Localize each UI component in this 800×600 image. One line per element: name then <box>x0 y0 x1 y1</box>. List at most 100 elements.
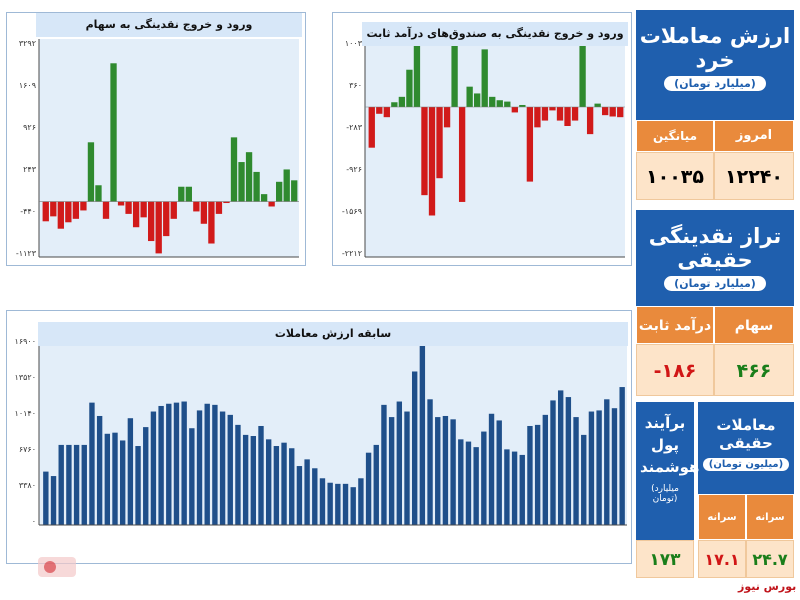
bar <box>253 171 260 202</box>
bar <box>66 444 72 525</box>
bar <box>125 201 132 214</box>
bar <box>451 39 458 108</box>
bar <box>373 444 379 525</box>
bar <box>73 444 80 525</box>
bar <box>496 100 503 108</box>
y-tick-label: ۰ <box>32 517 36 526</box>
smart-money-subtitle: (میلیارد تومان) <box>651 484 679 504</box>
bar <box>163 201 170 237</box>
bar <box>87 142 95 202</box>
bar <box>527 425 533 525</box>
smart-money-value: ۱۷۳ <box>636 540 694 578</box>
bar <box>104 433 111 525</box>
bar <box>42 201 49 222</box>
real-trades-subtitle: (میلیون تومان) <box>702 458 790 471</box>
y-tick-label: -۲۸۳ <box>346 123 362 132</box>
bar <box>404 411 410 525</box>
bar <box>609 107 616 117</box>
bar <box>489 96 496 108</box>
y-tick-label: -۴۴۰ <box>20 207 36 216</box>
bar <box>350 487 356 525</box>
bar <box>391 102 398 108</box>
bar <box>173 402 180 525</box>
bar <box>611 408 618 525</box>
bar <box>381 404 387 525</box>
bar <box>80 201 87 211</box>
bar <box>436 107 443 179</box>
retail-value-title: ارزش معاملات خرد <box>639 24 791 72</box>
bar <box>296 466 303 525</box>
bar <box>488 413 495 525</box>
bar <box>411 371 418 525</box>
bar <box>458 439 464 525</box>
bar <box>72 201 80 219</box>
bar <box>96 415 103 525</box>
bar <box>250 436 257 525</box>
bar <box>208 201 215 244</box>
fixed-income-balance-value: -۱۸۶ <box>636 344 714 396</box>
bar <box>185 186 192 202</box>
bar <box>110 63 117 202</box>
bar <box>365 452 372 525</box>
bar <box>276 181 283 202</box>
bar <box>135 446 141 525</box>
bar <box>148 201 155 242</box>
real-liquidity-subtitle: (میلیارد تومان) <box>664 276 766 291</box>
bar <box>550 400 556 525</box>
bar <box>260 194 268 202</box>
bar <box>57 201 64 229</box>
bar <box>519 454 525 525</box>
bar <box>158 405 164 525</box>
bar <box>542 414 549 525</box>
bar <box>327 482 333 525</box>
real-liquidity-header: تراز نقدینگی حقیقی (میلیارد تومان) <box>636 210 794 306</box>
bar <box>281 442 287 525</box>
bar <box>268 201 275 207</box>
bar <box>273 446 280 525</box>
weekly-avg-label: میانگین هفتگی <box>636 120 714 173</box>
y-tick-label: -۱۱۲۳ <box>16 249 37 258</box>
bar <box>573 417 579 525</box>
bar <box>358 478 364 525</box>
bar <box>212 404 218 525</box>
chart-title-stock-flows: ورود و خروج نقدینگی به سهام <box>36 13 302 37</box>
sell-per-capita-label: سرانه فروش <box>698 494 746 569</box>
buy-per-capita-label: سرانه خرید <box>746 494 794 569</box>
y-tick-label: ۳۶۰ <box>349 81 362 90</box>
bar <box>383 107 390 118</box>
real-trades-header: معاملات حقیقی (میلیون تومان) <box>698 402 794 494</box>
bar <box>58 444 64 525</box>
today-label: امروز <box>714 120 794 152</box>
bar <box>140 201 147 218</box>
bar <box>427 399 433 525</box>
y-tick-label: -۲۲۱۲ <box>342 249 362 258</box>
y-tick-label: ۱۶۹۰۰ <box>15 337 36 346</box>
bar <box>335 483 341 525</box>
source-label: بورس نیوز <box>738 580 797 593</box>
source-logo-icon <box>36 553 78 581</box>
bar <box>304 459 310 525</box>
bar <box>396 401 403 525</box>
retail-value-subtitle: (میلیارد تومان) <box>664 76 766 91</box>
chart-panel-trade-history: ۱۶۹۰۰ ۱۳۵۲۰ ۱۰۱۴۰ ۶۷۶۰ ۳۳۸۰ ۰ <box>6 310 632 564</box>
bar <box>419 337 426 525</box>
bar <box>458 107 466 202</box>
bar <box>319 478 326 525</box>
bar <box>89 402 95 525</box>
bar <box>556 107 564 121</box>
bar <box>189 428 195 525</box>
bar <box>312 468 318 525</box>
bar <box>219 411 226 525</box>
bar <box>376 107 383 114</box>
bar <box>258 425 264 525</box>
y-tick-label: ۳۳۸۰ <box>19 481 36 490</box>
bar <box>465 441 472 525</box>
bar <box>504 449 510 525</box>
chart-panel-stock-flows: ۳۲۹۲ ۱۶۰۹ ۹۲۶ ۲۴۳ -۴۴۰ -۱۱۲۳ <box>6 12 306 266</box>
bar <box>196 410 203 525</box>
fixed-income-label: درآمد ثابت <box>636 306 714 344</box>
bar <box>245 152 253 202</box>
bar <box>132 201 140 228</box>
bar <box>200 201 208 224</box>
y-tick-label: ۶۷۶۰ <box>19 445 36 454</box>
